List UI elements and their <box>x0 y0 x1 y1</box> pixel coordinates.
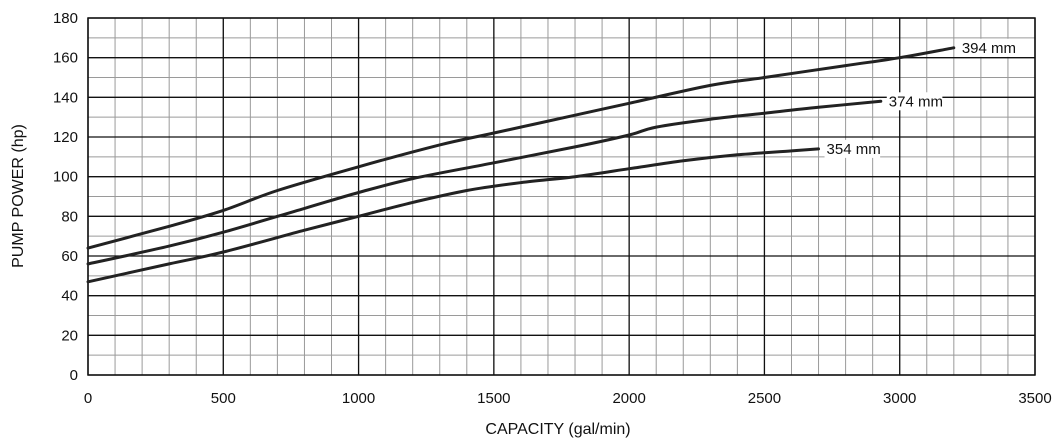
y-tick-label: 40 <box>61 288 78 305</box>
series-label-bg <box>824 139 881 158</box>
y-tick-label: 160 <box>53 50 78 67</box>
series-line-1 <box>86 46 956 250</box>
x-tick-label: 0 <box>84 390 92 407</box>
y-axis-label: PUMP POWER (hp) <box>10 124 27 268</box>
y-tick-label: 60 <box>61 248 78 265</box>
series-line-3 <box>86 147 820 284</box>
minor-grid <box>87 17 1036 376</box>
series-line-2 <box>86 99 883 266</box>
y-tick-label: 120 <box>53 129 78 146</box>
series-label: 394 mm <box>962 40 1016 57</box>
x-tick-label: 500 <box>211 390 236 407</box>
x-tick-label: 1000 <box>342 390 375 407</box>
y-tick-label: 180 <box>53 10 78 27</box>
x-tick-labels: 0 500 1000 1500 2000 2500 3000 3500 <box>84 390 1052 407</box>
y-tick-labels: 0 20 40 60 80 100 120 140 160 180 <box>53 10 78 384</box>
x-axis-label: CAPACITY (gal/min) <box>485 421 630 438</box>
x-tick-label: 2000 <box>612 390 645 407</box>
y-tick-label: 20 <box>61 327 78 344</box>
series-label: 354 mm <box>827 141 881 158</box>
x-tick-label: 1500 <box>477 390 510 407</box>
x-tick-label: 3000 <box>883 390 916 407</box>
series-lines <box>86 46 956 284</box>
series-label-bg <box>886 92 943 111</box>
series-label: 374 mm <box>889 93 943 110</box>
series-label-bg <box>959 38 1016 57</box>
plot-frame <box>87 17 1036 376</box>
y-tick-label: 0 <box>70 367 78 384</box>
x-tick-label: 2500 <box>748 390 781 407</box>
y-tick-label: 140 <box>53 89 78 106</box>
y-tick-label: 80 <box>61 208 78 225</box>
y-tick-label: 100 <box>53 169 78 186</box>
series-labels: 394 mm 374 mm 354 mm <box>824 38 1016 158</box>
x-tick-label: 3500 <box>1018 390 1051 407</box>
